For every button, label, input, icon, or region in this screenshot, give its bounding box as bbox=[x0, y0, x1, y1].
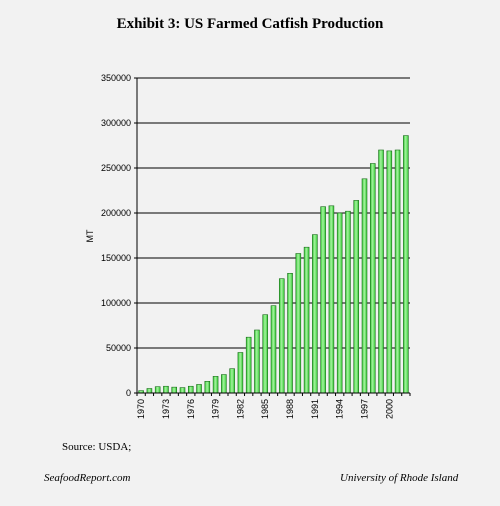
bar-1995 bbox=[345, 210, 351, 394]
bar-1984 bbox=[254, 329, 260, 394]
y-tick-label: 250000 bbox=[101, 163, 131, 173]
x-tick-label: 1979 bbox=[211, 399, 221, 419]
y-tick-labels: 0 50000 100000 150000 200000 250000 300000 3500… bbox=[101, 73, 131, 398]
y-tick-label: 100000 bbox=[101, 298, 131, 308]
bar-2000 bbox=[386, 150, 393, 394]
bar-1979 bbox=[212, 376, 219, 394]
y-axis-label: MT bbox=[85, 229, 95, 242]
bar-1983 bbox=[245, 336, 252, 394]
footer-university: University of Rhode Island bbox=[340, 472, 459, 484]
source-note: Source: USDA; bbox=[62, 441, 132, 453]
footer-website: SeafoodReport.com bbox=[44, 472, 131, 484]
x-tick-label: 1973 bbox=[161, 399, 171, 419]
bar-1988 bbox=[287, 272, 293, 394]
x-tick-label: 1982 bbox=[235, 399, 245, 419]
bar-1981 bbox=[229, 368, 235, 394]
y-tick-label: 200000 bbox=[101, 208, 131, 218]
axes bbox=[134, 77, 411, 396]
y-tick-label: 300000 bbox=[101, 118, 131, 128]
bar-1978 bbox=[204, 380, 211, 394]
x-tick-label: 1976 bbox=[186, 399, 196, 419]
bar-2001 bbox=[394, 149, 401, 394]
bar-1973 bbox=[163, 385, 169, 394]
bar-1974 bbox=[171, 386, 178, 394]
bar-1993 bbox=[328, 205, 335, 394]
bar-1992 bbox=[320, 206, 326, 394]
x-tick-label: 1991 bbox=[310, 399, 320, 419]
bar-1985 bbox=[262, 314, 269, 394]
chart-title: Exhibit 3: US Farmed Catfish Production bbox=[116, 16, 384, 32]
x-tick-label: 1997 bbox=[360, 399, 370, 419]
bar-1989 bbox=[295, 253, 302, 394]
bar-1998 bbox=[369, 163, 376, 394]
x-tick-label: 2000 bbox=[384, 399, 394, 419]
bar-1980 bbox=[221, 374, 227, 394]
bar-1990 bbox=[303, 246, 310, 394]
bar-1994 bbox=[336, 212, 343, 394]
x-tick-label: 1985 bbox=[260, 399, 270, 419]
bar-1975 bbox=[179, 387, 186, 394]
bar-1996 bbox=[353, 200, 360, 394]
x-tick-label: 1988 bbox=[285, 399, 295, 419]
x-tick-labels: 1970 1973 1976 1979 1982 1985 1988 1991 1994 1997… bbox=[136, 399, 394, 419]
y-tick-label: 150000 bbox=[101, 253, 131, 263]
bar-1986 bbox=[270, 305, 277, 394]
bar-1999 bbox=[378, 149, 384, 394]
bar-1972 bbox=[154, 386, 161, 394]
bars bbox=[138, 135, 409, 394]
bar-2002 bbox=[403, 135, 409, 394]
bar-1997 bbox=[361, 178, 368, 394]
bar-1991 bbox=[312, 234, 318, 394]
bar-1976 bbox=[187, 385, 194, 394]
bar-1977 bbox=[196, 384, 202, 394]
y-tick-label: 0 bbox=[126, 388, 131, 398]
x-tick-label: 1970 bbox=[136, 399, 146, 419]
bar-1987 bbox=[278, 278, 285, 394]
y-tick-label: 50000 bbox=[106, 343, 131, 353]
bar-1982 bbox=[237, 352, 244, 394]
x-tick-label: 1994 bbox=[335, 399, 345, 419]
y-tick-label: 350000 bbox=[101, 73, 131, 83]
bar-1971 bbox=[146, 388, 153, 394]
